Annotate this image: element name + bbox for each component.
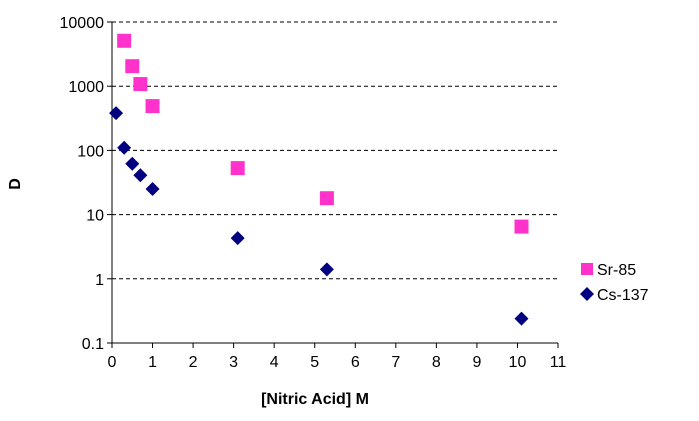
y-tick-label: 1000 [68,79,104,96]
x-tick-label: 8 [432,354,441,371]
legend-label-sr-85: Sr-85 [597,262,636,279]
point-cs-137 [109,106,124,121]
x-tick-label: 11 [550,354,567,371]
x-tick-label: 6 [351,354,360,371]
y-axis-title: D [7,178,24,190]
x-axis-title: [Nitric Acid] M [261,391,369,408]
point-sr-85 [319,191,334,206]
legend-marker-cs-137 [580,287,594,301]
legend-marker-sr-85 [581,263,593,275]
x-tick-label: 10 [509,354,527,371]
point-cs-137 [117,140,132,155]
point-sr-85 [125,59,140,74]
point-cs-137 [133,168,148,183]
data-points [109,33,529,326]
y-tick-label: 1 [95,272,104,289]
x-tick-label: 3 [229,354,238,371]
gridlines [112,21,558,280]
tick-labels: 0.1 1 10 100 1000 10000 0 1 2 3 4 5 6 7 8 9 10 11 [60,15,567,371]
axes [107,21,559,348]
y-tick-label: 10000 [60,15,105,32]
x-tick-label: 5 [310,354,319,371]
legend-label-cs-137: Cs-137 [597,287,649,304]
point-sr-85 [117,33,132,48]
point-sr-85 [514,219,529,234]
point-sr-85 [230,161,245,176]
x-tick-label: 2 [189,354,198,371]
point-sr-85 [133,77,148,92]
y-tick-label: 0.1 [82,336,104,353]
point-cs-137 [145,182,160,197]
x-tick-label: 0 [108,354,117,371]
x-tick-label: 1 [148,354,157,371]
point-cs-137 [125,156,140,171]
point-cs-137 [230,231,245,246]
x-tick-label: 7 [391,354,400,371]
point-cs-137 [514,311,529,326]
x-tick-label: 4 [270,354,279,371]
x-tick-label: 9 [472,354,481,371]
y-tick-label: 10 [86,208,104,225]
point-cs-137 [319,262,334,277]
point-sr-85 [145,99,160,114]
y-tick-label: 100 [77,143,104,160]
legend: Sr-85 Cs-137 [580,262,649,304]
